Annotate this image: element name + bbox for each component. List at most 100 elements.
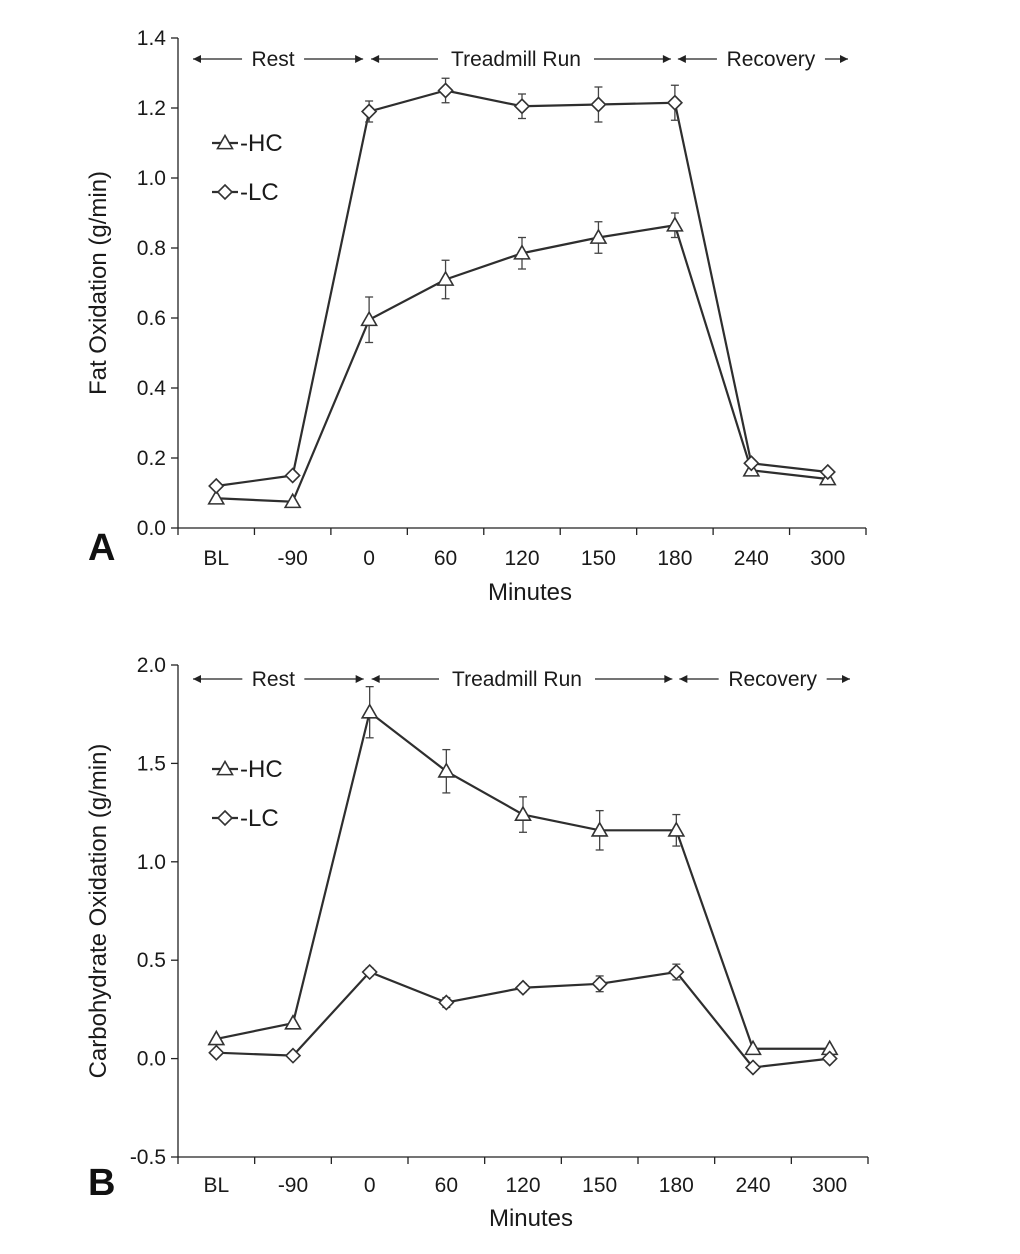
y-tick-label: 0.8 bbox=[137, 237, 166, 260]
legend-item-lc: -LC bbox=[212, 805, 279, 832]
data-point-lc bbox=[284, 1047, 302, 1064]
data-point-hc bbox=[360, 703, 379, 719]
legend-label: -LC bbox=[240, 805, 279, 832]
data-point-lc bbox=[591, 975, 608, 992]
data-point-lc bbox=[744, 1059, 762, 1076]
legend-marker bbox=[216, 133, 234, 150]
series-lc bbox=[208, 963, 838, 1076]
y-tick-label: 1.4 bbox=[137, 27, 167, 50]
y-tick-label: 0.6 bbox=[137, 307, 166, 330]
data-point-lc bbox=[360, 103, 378, 120]
phase-arrowhead-left bbox=[193, 55, 201, 63]
y-axis-title: Carbohydrate Oxidation (g/min) bbox=[85, 744, 112, 1079]
y-tick-label: 0.0 bbox=[137, 1048, 166, 1071]
x-tick-label: 300 bbox=[810, 547, 845, 570]
x-tick-label: -90 bbox=[278, 1174, 308, 1197]
data-point-lc bbox=[821, 1050, 838, 1067]
data-point-hc bbox=[284, 1014, 302, 1030]
x-tick-label: 150 bbox=[582, 1174, 617, 1197]
phase-arrowhead-right bbox=[664, 675, 673, 683]
x-tick-label: 60 bbox=[434, 547, 457, 570]
x-tick-label: BL bbox=[203, 547, 229, 570]
y-tick-label: 0.2 bbox=[137, 447, 166, 470]
phase-arrowhead-right bbox=[355, 675, 364, 683]
data-point-lc bbox=[208, 1044, 225, 1061]
legend-item-lc: -LC bbox=[212, 179, 279, 206]
data-point-hc bbox=[437, 762, 456, 778]
x-tick-label: -90 bbox=[277, 547, 307, 570]
series-lc bbox=[208, 77, 836, 495]
data-point-lc bbox=[284, 467, 301, 484]
data-point-lc bbox=[208, 477, 225, 495]
panel-b: -0.5 0.0 0.5 1.0 1.5 2.0 BL -90 0 60 120 150 180 240 3… bbox=[85, 654, 869, 1232]
x-tick-label: 300 bbox=[812, 1174, 847, 1197]
data-point-hc bbox=[666, 216, 684, 232]
phase-arrowhead-right bbox=[662, 55, 671, 63]
x-tick-label: 240 bbox=[734, 547, 769, 570]
data-point-hc bbox=[283, 492, 302, 509]
data-point-lc bbox=[668, 963, 685, 981]
y-tick-label: 1.2 bbox=[137, 97, 166, 120]
data-point-lc bbox=[438, 994, 455, 1011]
data-point-lc bbox=[514, 979, 532, 996]
panel-a: 0.0 0.2 0.4 0.6 0.8 1.0 1.2 1.4 BL -90 0 60 120 150 18… bbox=[85, 27, 867, 606]
data-point-lc bbox=[590, 96, 607, 113]
legend-marker bbox=[216, 759, 234, 776]
phase-arrowhead-left bbox=[679, 675, 688, 683]
phase-label-rest: Rest bbox=[251, 48, 294, 71]
phase-label-recovery: Recovery bbox=[727, 48, 816, 71]
data-point-hc bbox=[360, 310, 378, 327]
phase-arrowhead-left bbox=[193, 675, 201, 683]
series-line-lc bbox=[216, 89, 828, 488]
data-point-lc bbox=[437, 82, 454, 99]
series-hc bbox=[207, 685, 839, 1056]
data-point-hc bbox=[513, 244, 531, 260]
data-point-hc bbox=[667, 821, 686, 837]
data-point-hc bbox=[514, 805, 532, 821]
x-tick-label: BL bbox=[203, 1174, 229, 1197]
data-point-hc bbox=[744, 1039, 762, 1056]
phase-arrowhead-left bbox=[371, 55, 380, 63]
legend-marker bbox=[216, 183, 234, 201]
phase-label-treadmill-run: Treadmill Run bbox=[451, 48, 581, 71]
legend-label: -HC bbox=[240, 130, 283, 157]
data-point-hc bbox=[436, 270, 455, 286]
data-point-hc bbox=[589, 228, 608, 244]
legend-item-hc: -HC bbox=[212, 756, 283, 783]
data-point-lc bbox=[819, 463, 836, 481]
y-tick-label: 1.5 bbox=[137, 752, 166, 775]
phase-label-rest: Rest bbox=[252, 668, 295, 691]
legend-marker bbox=[216, 809, 234, 827]
series-line-hc bbox=[216, 710, 830, 1050]
x-tick-label: 120 bbox=[505, 1174, 540, 1197]
phase-arrowhead-right bbox=[842, 675, 850, 683]
data-point-lc bbox=[743, 455, 760, 472]
phase-arrowhead-left bbox=[371, 675, 380, 683]
data-point-hc bbox=[207, 489, 226, 505]
x-tick-label: 150 bbox=[581, 547, 616, 570]
x-tick-label: 240 bbox=[735, 1174, 770, 1197]
data-point-hc bbox=[207, 1029, 226, 1046]
legend-label: -HC bbox=[240, 756, 283, 783]
phase-arrowhead-left bbox=[677, 55, 686, 63]
panel-letter: B bbox=[88, 1162, 115, 1204]
x-tick-label: 0 bbox=[363, 547, 375, 570]
x-axis-title: Minutes bbox=[489, 1205, 573, 1232]
y-tick-label: 1.0 bbox=[137, 167, 166, 190]
x-axis-title: Minutes bbox=[488, 579, 572, 606]
phase-label-recovery: Recovery bbox=[728, 668, 817, 691]
x-tick-label: 180 bbox=[657, 547, 692, 570]
x-tick-label: 60 bbox=[435, 1174, 458, 1197]
x-tick-label: 120 bbox=[504, 547, 539, 570]
y-tick-label: 0.4 bbox=[137, 377, 167, 400]
phase-label-treadmill-run: Treadmill Run bbox=[452, 668, 582, 691]
phase-arrowhead-right bbox=[840, 55, 848, 63]
series-hc bbox=[207, 212, 837, 509]
x-tick-label: 180 bbox=[659, 1174, 694, 1197]
y-tick-label: 0.5 bbox=[137, 949, 166, 972]
legend-label: -LC bbox=[240, 179, 279, 206]
data-point-lc bbox=[361, 963, 378, 981]
panel-letter: A bbox=[88, 527, 115, 569]
y-tick-label: 1.0 bbox=[137, 851, 166, 874]
